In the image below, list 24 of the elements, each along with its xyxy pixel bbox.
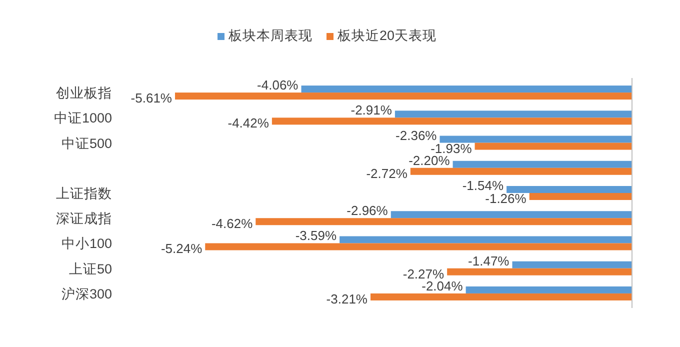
data-label: -3.21% xyxy=(326,291,368,306)
y-tick-label: 深证成指 xyxy=(56,211,112,226)
data-label: -3.59% xyxy=(295,228,337,244)
data-label: -1.26% xyxy=(485,191,527,206)
y-tick-label: 沪深300 xyxy=(61,286,112,302)
data-label: -2.96% xyxy=(346,203,388,218)
legend-label: 板块本周表现 xyxy=(228,28,312,43)
y-tick-label: 中证500 xyxy=(61,136,112,151)
data-label: -5.61% xyxy=(130,90,172,106)
y-tick-label: 中小100 xyxy=(61,236,112,252)
y-tick-label: 上证指数 xyxy=(56,186,112,201)
data-label: -1.54% xyxy=(462,178,504,193)
y-tick-label: 中证1000 xyxy=(54,110,112,126)
data-label: -1.47% xyxy=(468,253,510,268)
y-tick-label: 创业板指 xyxy=(56,86,112,101)
data-label: -4.06% xyxy=(257,78,299,93)
data-label: -5.24% xyxy=(160,241,203,256)
data-label: -2.36% xyxy=(396,128,438,143)
y-tick-label: 上证50 xyxy=(68,261,112,276)
data-label: -2.91% xyxy=(350,102,392,118)
data-label: -4.42% xyxy=(228,116,270,131)
legend-label: 板块近20天表现 xyxy=(336,28,437,43)
data-label: -4.62% xyxy=(211,216,254,232)
data-label: -2.72% xyxy=(366,166,408,181)
